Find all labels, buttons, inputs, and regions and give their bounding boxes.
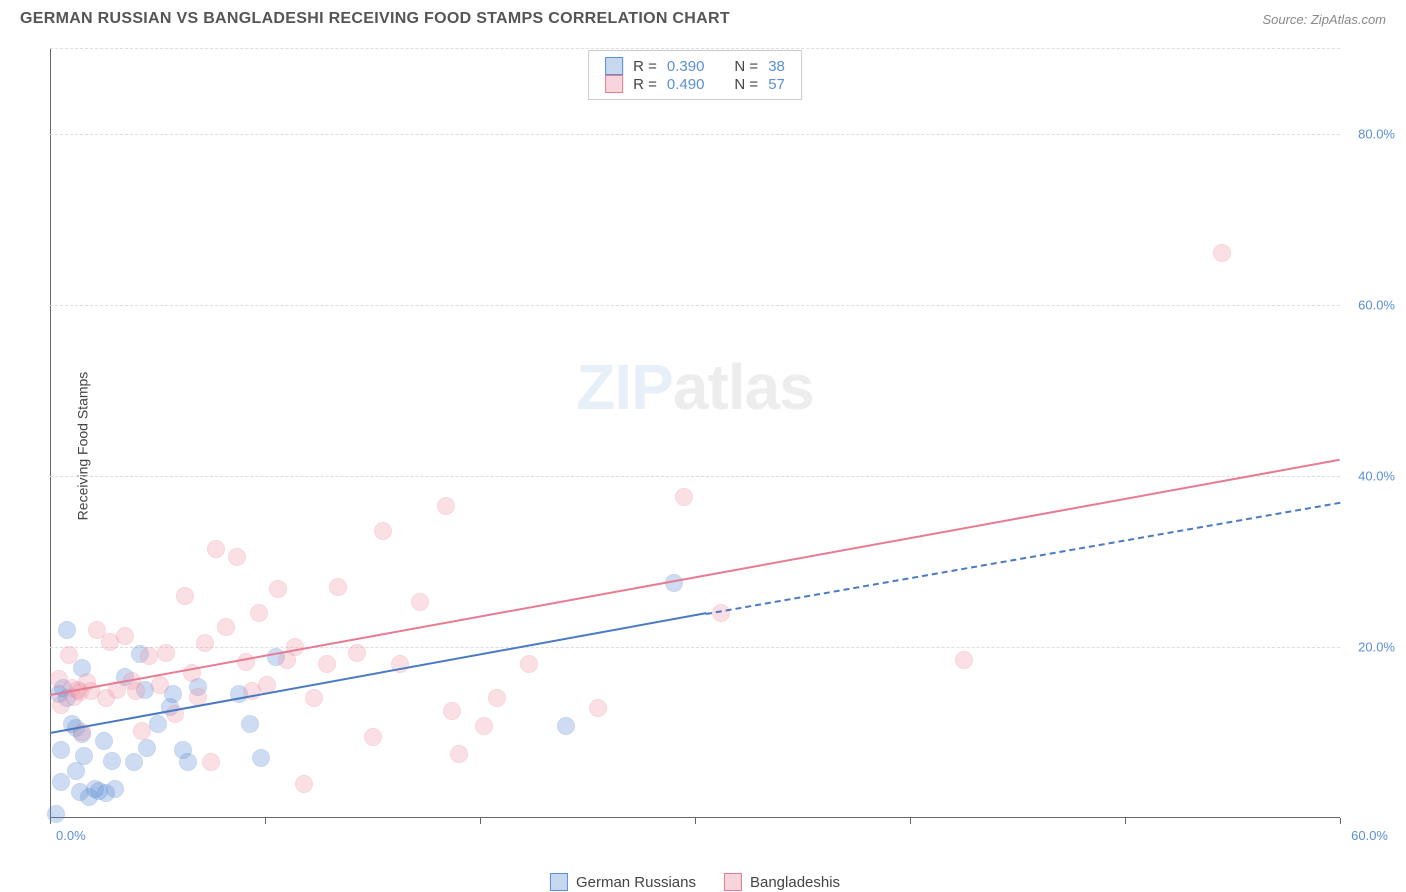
legend-item: German Russians	[550, 873, 696, 891]
x-tick	[1340, 818, 1341, 824]
plot-area: ZIPatlas R =0.390N =38R =0.490N =57 20.0…	[50, 48, 1340, 818]
data-point	[151, 676, 169, 694]
data-point	[374, 522, 392, 540]
data-point	[318, 655, 336, 673]
chart-title: GERMAN RUSSIAN VS BANGLADESHI RECEIVING …	[20, 10, 730, 28]
data-point	[228, 548, 246, 566]
legend-r-value: 0.490	[667, 76, 705, 93]
grid-line	[50, 48, 1340, 49]
x-tick	[480, 818, 481, 824]
data-point	[295, 775, 313, 793]
data-point	[52, 741, 70, 759]
legend-n-value: 57	[768, 76, 785, 93]
legend-r-value: 0.390	[667, 58, 705, 75]
watermark: ZIPatlas	[576, 350, 813, 424]
legend-label: German Russians	[576, 874, 696, 891]
correlation-legend: R = 0.390 N = 38 R = 0.490 N = 57	[588, 50, 802, 100]
data-point	[103, 752, 121, 770]
data-point	[520, 655, 538, 673]
data-point	[125, 753, 143, 771]
data-point	[106, 780, 124, 798]
data-point	[217, 618, 235, 636]
series-legend: German Russians Bangladeshis	[550, 873, 840, 891]
data-point	[329, 578, 347, 596]
y-tick-label: 60.0%	[1358, 297, 1395, 312]
legend-item: Bangladeshis	[724, 873, 840, 891]
data-point	[140, 647, 158, 665]
legend-row: R = 0.490 N = 57	[605, 75, 785, 93]
data-point	[127, 682, 145, 700]
legend-n-label: N =	[734, 58, 758, 75]
data-point	[67, 762, 85, 780]
data-point	[675, 488, 693, 506]
x-tick-label: 60.0%	[1351, 828, 1388, 843]
grid-line	[50, 476, 1340, 477]
data-point	[95, 732, 113, 750]
data-point	[488, 689, 506, 707]
data-point	[364, 728, 382, 746]
legend-swatch	[724, 873, 742, 891]
data-point	[157, 644, 175, 662]
legend-label: Bangladeshis	[750, 874, 840, 891]
watermark-zip: ZIP	[576, 351, 673, 423]
x-tick-label: 0.0%	[56, 828, 86, 843]
data-point	[557, 717, 575, 735]
data-point	[75, 747, 93, 765]
legend-n-value: 38	[768, 58, 785, 75]
data-point	[60, 646, 78, 664]
legend-swatch	[605, 57, 623, 75]
data-point	[589, 699, 607, 717]
data-point	[269, 580, 287, 598]
watermark-atlas: atlas	[673, 351, 814, 423]
data-point	[250, 604, 268, 622]
data-point	[58, 621, 76, 639]
data-point	[286, 638, 304, 656]
trend-line	[50, 459, 1340, 696]
data-point	[437, 497, 455, 515]
data-point	[348, 644, 366, 662]
data-point	[237, 653, 255, 671]
data-point	[138, 739, 156, 757]
y-tick-label: 80.0%	[1358, 126, 1395, 141]
data-point	[443, 702, 461, 720]
grid-line	[50, 305, 1340, 306]
x-tick	[910, 818, 911, 824]
legend-n-label: N =	[734, 76, 758, 93]
data-point	[1213, 244, 1231, 262]
chart-source: Source: ZipAtlas.com	[1262, 12, 1386, 27]
data-point	[411, 593, 429, 611]
y-tick-label: 40.0%	[1358, 468, 1395, 483]
trend-line	[50, 613, 706, 735]
legend-r-label: R =	[633, 76, 657, 93]
y-axis-line	[50, 48, 51, 818]
data-point	[52, 773, 70, 791]
data-point	[475, 717, 493, 735]
x-tick	[265, 818, 266, 824]
y-tick-label: 20.0%	[1358, 639, 1395, 654]
data-point	[179, 753, 197, 771]
data-point	[116, 627, 134, 645]
data-point	[241, 715, 259, 733]
legend-r-label: R =	[633, 58, 657, 75]
data-point	[133, 722, 151, 740]
data-point	[196, 634, 214, 652]
data-point	[450, 745, 468, 763]
legend-swatch	[605, 75, 623, 93]
data-point	[176, 587, 194, 605]
x-tick	[1125, 818, 1126, 824]
chart-container: ZIPatlas R =0.390N =38R =0.490N =57 20.0…	[50, 48, 1340, 863]
data-point	[955, 651, 973, 669]
grid-line	[50, 647, 1340, 648]
chart-header: GERMAN RUSSIAN VS BANGLADESHI RECEIVING …	[0, 0, 1406, 36]
data-point	[305, 689, 323, 707]
data-point	[202, 753, 220, 771]
data-point	[47, 805, 65, 823]
x-tick	[695, 818, 696, 824]
data-point	[207, 540, 225, 558]
legend-swatch	[550, 873, 568, 891]
data-point	[252, 749, 270, 767]
grid-line	[50, 134, 1340, 135]
legend-row: R = 0.390 N = 38	[605, 57, 785, 75]
